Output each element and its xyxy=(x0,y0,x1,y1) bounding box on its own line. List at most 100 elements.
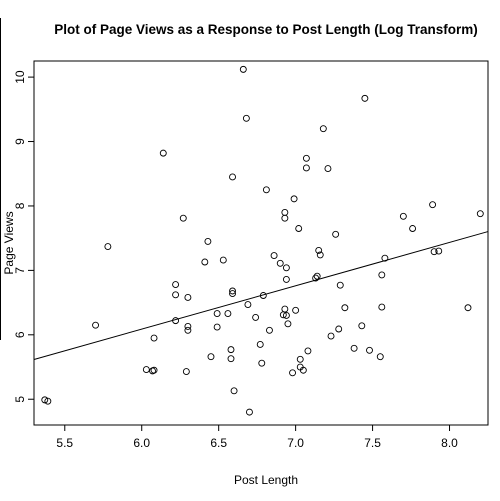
data-point xyxy=(179,214,187,222)
data-point xyxy=(159,149,167,157)
data-point xyxy=(224,310,232,317)
data-point xyxy=(229,173,236,181)
data-point xyxy=(184,326,192,334)
data-point xyxy=(281,208,289,216)
data-point xyxy=(315,246,323,254)
data-point xyxy=(289,369,296,377)
regression-line xyxy=(33,231,489,360)
data-point xyxy=(256,341,264,348)
data-point xyxy=(296,355,304,363)
y-axis-label: Page Views xyxy=(2,211,16,274)
data-point xyxy=(324,165,332,173)
data-point xyxy=(282,312,290,319)
data-point xyxy=(336,281,344,289)
data-point xyxy=(299,366,307,374)
data-point xyxy=(409,225,417,232)
data-point xyxy=(230,387,238,395)
data-point xyxy=(252,313,260,321)
data-point xyxy=(376,353,384,361)
data-point xyxy=(150,366,158,374)
data-point xyxy=(262,186,270,194)
data-point xyxy=(227,355,235,363)
data-point xyxy=(429,201,437,209)
y-tick-label: 9 xyxy=(13,138,27,145)
data-point xyxy=(92,321,100,329)
data-point xyxy=(304,347,312,355)
data-point xyxy=(361,94,369,102)
data-point xyxy=(44,397,52,405)
data-point xyxy=(219,256,227,264)
y-tick-label: 6 xyxy=(13,331,27,338)
data-point xyxy=(213,323,221,331)
data-point xyxy=(464,304,472,312)
data-point xyxy=(229,290,236,298)
data-point xyxy=(435,247,443,255)
data-point xyxy=(302,154,310,162)
data-point xyxy=(244,301,252,308)
data-point xyxy=(327,332,335,340)
data-point xyxy=(227,346,235,354)
regression-layer xyxy=(33,231,489,360)
data-points xyxy=(41,65,484,416)
chart-title: Plot of Page Views as a Response to Post… xyxy=(54,22,478,37)
data-point xyxy=(316,251,324,259)
data-point xyxy=(172,291,180,299)
data-point xyxy=(476,210,484,218)
data-point xyxy=(204,237,212,245)
data-point xyxy=(335,325,343,333)
data-point xyxy=(182,368,190,375)
data-point xyxy=(281,214,289,222)
data-point xyxy=(270,252,278,260)
data-point xyxy=(242,114,250,122)
data-point xyxy=(239,65,247,73)
data-point xyxy=(302,164,310,172)
data-point xyxy=(282,275,290,283)
data-point xyxy=(312,274,320,282)
data-point xyxy=(313,272,321,280)
data-point xyxy=(282,264,290,272)
data-point xyxy=(246,408,253,416)
data-point xyxy=(332,230,340,238)
y-axis: 5 6 7 8 9 10 xyxy=(13,70,34,403)
plot-frame xyxy=(33,60,489,426)
x-tick-label: 6.5 xyxy=(210,436,227,450)
data-point xyxy=(184,293,192,301)
data-point xyxy=(184,322,192,330)
data-point xyxy=(213,310,221,317)
data-point xyxy=(172,281,180,289)
data-point xyxy=(104,243,112,250)
data-point xyxy=(350,344,358,352)
y-tick-label: 8 xyxy=(13,202,27,209)
x-tick-label: 6.0 xyxy=(133,436,150,450)
data-point xyxy=(430,248,438,256)
data-point xyxy=(378,271,386,279)
data-point xyxy=(229,287,236,295)
x-axis: 5.5 6.0 6.5 7.0 7.5 8.0 xyxy=(56,425,458,450)
data-point xyxy=(276,259,284,267)
data-point xyxy=(281,305,289,313)
x-tick-label: 8.0 xyxy=(441,436,458,450)
data-point xyxy=(295,225,303,232)
x-tick-label: 7.0 xyxy=(287,436,304,450)
data-point xyxy=(150,334,158,342)
y-tick-label: 5 xyxy=(13,396,27,403)
data-point xyxy=(41,396,49,404)
x-axis-label: Post Length xyxy=(234,473,298,487)
data-point xyxy=(378,303,386,311)
data-point xyxy=(266,326,273,334)
y-tick-label: 7 xyxy=(13,267,27,274)
data-point xyxy=(366,346,373,354)
data-point xyxy=(319,125,327,133)
data-point xyxy=(258,359,266,367)
x-tick-label: 7.5 xyxy=(364,436,381,450)
left-edge-rule xyxy=(0,18,1,340)
x-tick-label: 5.5 xyxy=(56,436,73,450)
data-point xyxy=(358,322,366,330)
data-point xyxy=(292,306,300,314)
data-point xyxy=(399,212,407,220)
data-point xyxy=(201,258,209,266)
data-point xyxy=(284,320,292,328)
data-point xyxy=(341,304,349,312)
data-point xyxy=(142,366,150,374)
